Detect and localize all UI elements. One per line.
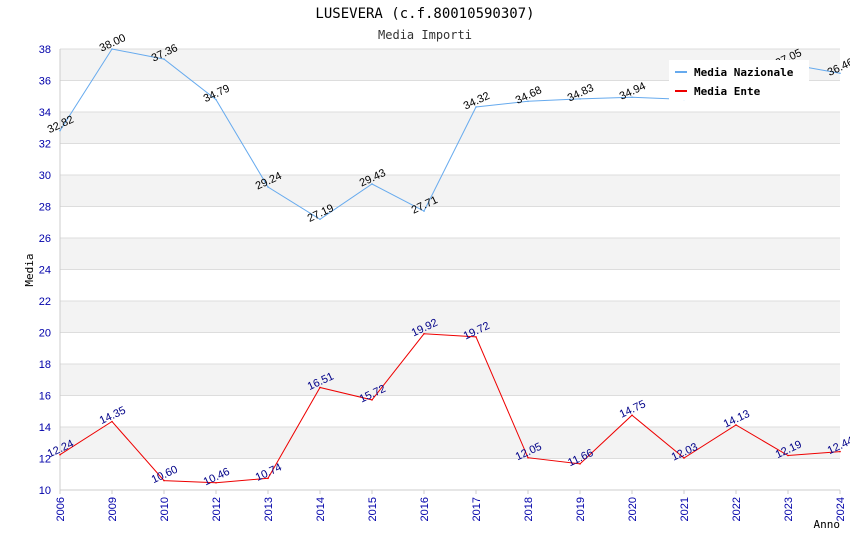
chart-title: LUSEVERA (c.f.80010590307): [315, 6, 534, 22]
data-label: 14.35: [98, 405, 128, 428]
data-point: [735, 424, 737, 426]
y-tick-label: 30: [39, 170, 51, 182]
data-point: [111, 48, 113, 50]
grid-lines: [60, 48, 840, 491]
data-point: [267, 186, 269, 188]
data-point: [319, 218, 321, 221]
x-tick-label: 2017: [471, 497, 483, 521]
data-point: [475, 336, 477, 338]
chart-subtitle: Media Importi: [378, 28, 472, 42]
data-point: [631, 96, 633, 98]
data-label: 34.83: [566, 82, 596, 105]
y-tick-label: 12: [39, 454, 51, 466]
data-point: [423, 210, 425, 212]
x-tick-label: 2009: [107, 497, 119, 521]
data-point: [371, 399, 373, 401]
data-label: 34.94: [618, 80, 648, 103]
y-tick-label: 34: [39, 107, 51, 119]
y-tick-label: 20: [39, 328, 51, 340]
legend-label: Media Nazionale: [694, 66, 794, 79]
y-tick-label: 38: [39, 44, 51, 56]
data-point: [839, 72, 841, 75]
data-point: [475, 106, 477, 108]
data-point: [371, 183, 373, 185]
data-point: [423, 332, 425, 335]
x-tick-label: 2012: [211, 497, 223, 521]
data-label: 10.46: [202, 466, 232, 489]
data-point: [579, 98, 581, 100]
x-tick-label: 2019: [575, 497, 587, 521]
data-point: [215, 481, 217, 484]
data-point: [579, 463, 581, 465]
y-tick-label: 10: [39, 485, 51, 497]
y-tick-label: 14: [39, 422, 51, 434]
series-line-media-ente: [59, 333, 841, 484]
grid-band: [60, 364, 840, 396]
x-tick-label: 2023: [783, 497, 795, 521]
data-point: [631, 414, 633, 416]
x-tick-label: 2014: [315, 497, 327, 521]
grid-band: [60, 427, 840, 459]
x-tick-label: 2010: [159, 497, 171, 521]
data-label: 34.32: [462, 90, 492, 113]
data-point: [683, 457, 685, 459]
data-point: [111, 420, 113, 423]
data-point: [215, 98, 217, 101]
grid-band: [60, 238, 840, 270]
y-ticks: 10 12 14 16 18 20 22 24 26 28 30 32 34 36 38: [39, 44, 51, 497]
data-point: [59, 453, 61, 456]
x-tick-label: 2006: [55, 497, 67, 521]
x-tick-label: 2020: [627, 497, 639, 521]
data-point: [319, 386, 321, 389]
y-tick-label: 36: [39, 76, 51, 88]
data-point: [527, 456, 529, 459]
data-label: 10.74: [254, 461, 284, 484]
data-point: [163, 58, 165, 60]
y-tick-label: 28: [39, 202, 51, 214]
x-axis-label: Anno: [814, 518, 841, 531]
y-tick-label: 16: [39, 391, 51, 403]
y-tick-label: 22: [39, 296, 51, 308]
data-point: [839, 450, 841, 453]
x-tick-label: 2021: [679, 497, 691, 521]
grid-bands: [60, 49, 840, 459]
grid-band: [60, 112, 840, 144]
data-label: 34.68: [514, 84, 544, 107]
data-label: 10.60: [150, 464, 180, 487]
data-point: [59, 129, 61, 132]
y-tick-label: 32: [39, 139, 51, 151]
grid-band: [60, 175, 840, 207]
y-tick-label: 18: [39, 359, 51, 371]
x-ticks: 2006 2009 2010 2012 2013 2014 2015 2016 2017 2018…: [55, 490, 847, 521]
x-tick-label: 2015: [367, 497, 379, 521]
x-tick-label: 2013: [263, 497, 275, 521]
data-point: [527, 100, 529, 103]
data-point: [267, 477, 269, 480]
x-tick-label: 2016: [419, 497, 431, 521]
legend-box: [669, 60, 809, 100]
y-axis-label: Media: [23, 253, 36, 286]
axes: [59, 49, 840, 491]
data-point: [163, 479, 165, 482]
grid-band: [60, 301, 840, 333]
y-tick-label: 26: [39, 233, 51, 245]
x-tick-label: 2024: [835, 497, 847, 521]
legend-label: Media Ente: [694, 85, 761, 98]
y-tick-label: 24: [39, 265, 51, 277]
x-tick-label: 2018: [523, 497, 535, 521]
x-tick-label: 2022: [731, 497, 743, 521]
legend: Media Nazionale Media Ente: [669, 60, 809, 100]
data-point: [787, 454, 789, 457]
data-label: 14.75: [618, 398, 648, 421]
